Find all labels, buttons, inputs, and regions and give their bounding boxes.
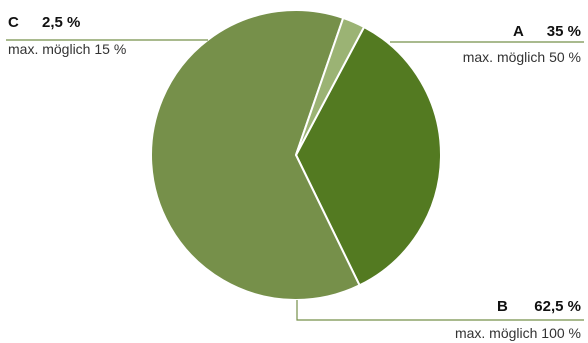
slice-c-name: C [8,14,19,31]
pie-slices [151,10,441,300]
slice-c-value: 2,5 % [42,14,80,31]
slice-a-value: 35 % [547,23,581,40]
slice-c-note: max. möglich 15 % [8,41,126,57]
slice-b-note: max. möglich 100 % [455,325,581,341]
slice-b-value: 62,5 % [534,298,581,315]
slice-a-note: max. möglich 50 % [463,49,581,65]
slice-b-name: B [497,298,508,315]
slice-a-name: A [513,23,524,40]
